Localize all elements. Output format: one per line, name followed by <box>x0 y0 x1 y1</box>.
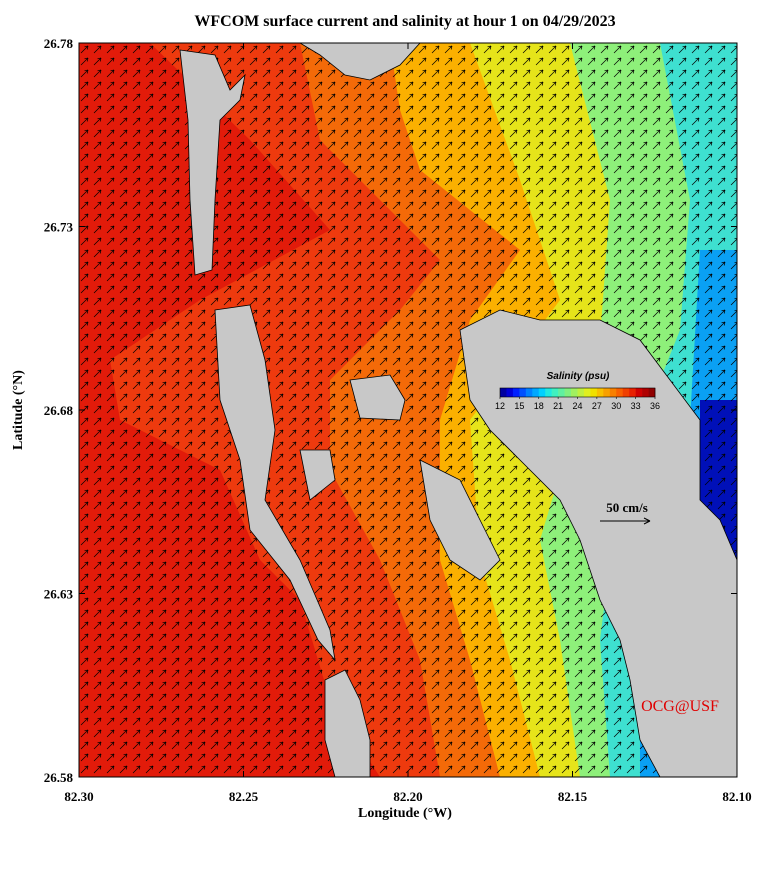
x-tick-label: 82.30 <box>64 789 93 804</box>
x-tick-label: 82.10 <box>722 789 751 804</box>
colorbar-segment <box>629 388 636 397</box>
colorbar-segment <box>648 388 656 397</box>
colorbar-tick-label: 18 <box>534 401 544 411</box>
y-tick-label: 26.73 <box>44 220 74 235</box>
y-tick-label: 26.58 <box>44 770 74 785</box>
x-axis-label: Longitude (°W) <box>358 806 452 821</box>
y-axis-label: Latitude (°N) <box>11 370 26 450</box>
scale-arrow: 50 cm/s <box>600 500 651 525</box>
colorbar-tick-label: 33 <box>631 401 641 411</box>
colorbar-tick-label: 12 <box>495 401 505 411</box>
colorbar-title: Salinity (psu) <box>547 371 610 382</box>
colorbar-segment <box>506 388 514 397</box>
y-tick-label: 26.63 <box>44 587 74 602</box>
scale-label: 50 cm/s <box>606 500 648 515</box>
colorbar-segment <box>596 388 604 397</box>
colorbar-tick-label: 36 <box>650 401 660 411</box>
colorbar-tick-label: 24 <box>572 401 582 411</box>
colorbar-segment <box>577 388 585 397</box>
colorbar-segment <box>519 388 527 397</box>
y-tick-label: 26.68 <box>44 403 74 418</box>
salinity-field <box>79 43 737 777</box>
colorbar-segment <box>500 388 507 397</box>
colorbar-segment <box>532 388 540 397</box>
colorbar-tick-label: 15 <box>514 401 524 411</box>
colorbar-segment <box>564 388 572 397</box>
colorbar-segment <box>603 388 611 397</box>
x-tick-label: 82.25 <box>229 789 259 804</box>
x-tick-label: 82.20 <box>393 789 422 804</box>
colorbar-tick-label: 27 <box>592 401 602 411</box>
colorbar: Salinity (psu) 12 15 18 21 24 27 30 33 36 <box>495 371 660 411</box>
colorbar-segment <box>609 388 617 397</box>
colorbar-segment <box>571 388 578 397</box>
colorbar-segment <box>551 388 559 397</box>
colorbar-segment <box>622 388 630 397</box>
y-tick-label: 26.78 <box>44 36 74 51</box>
colorbar-segment <box>558 388 565 397</box>
colorbar-segment <box>525 388 533 397</box>
colorbar-segment <box>635 388 643 397</box>
colorbar-tick-label: 21 <box>553 401 563 411</box>
colorbar-segment <box>583 388 591 397</box>
credit: OCG@USF <box>641 698 719 715</box>
colorbar-tick-label: 30 <box>611 401 621 411</box>
x-tick-label: 82.15 <box>558 789 588 804</box>
colorbar-segment <box>545 388 552 397</box>
colorbar-segment <box>512 388 520 397</box>
colorbar-segment <box>616 388 624 397</box>
colorbar-segment <box>538 388 546 397</box>
map-title: WFCOM surface current and salinity at ho… <box>194 13 615 30</box>
land <box>179 43 737 777</box>
colorbar-segment <box>590 388 598 397</box>
colorbar-segment <box>642 388 649 397</box>
